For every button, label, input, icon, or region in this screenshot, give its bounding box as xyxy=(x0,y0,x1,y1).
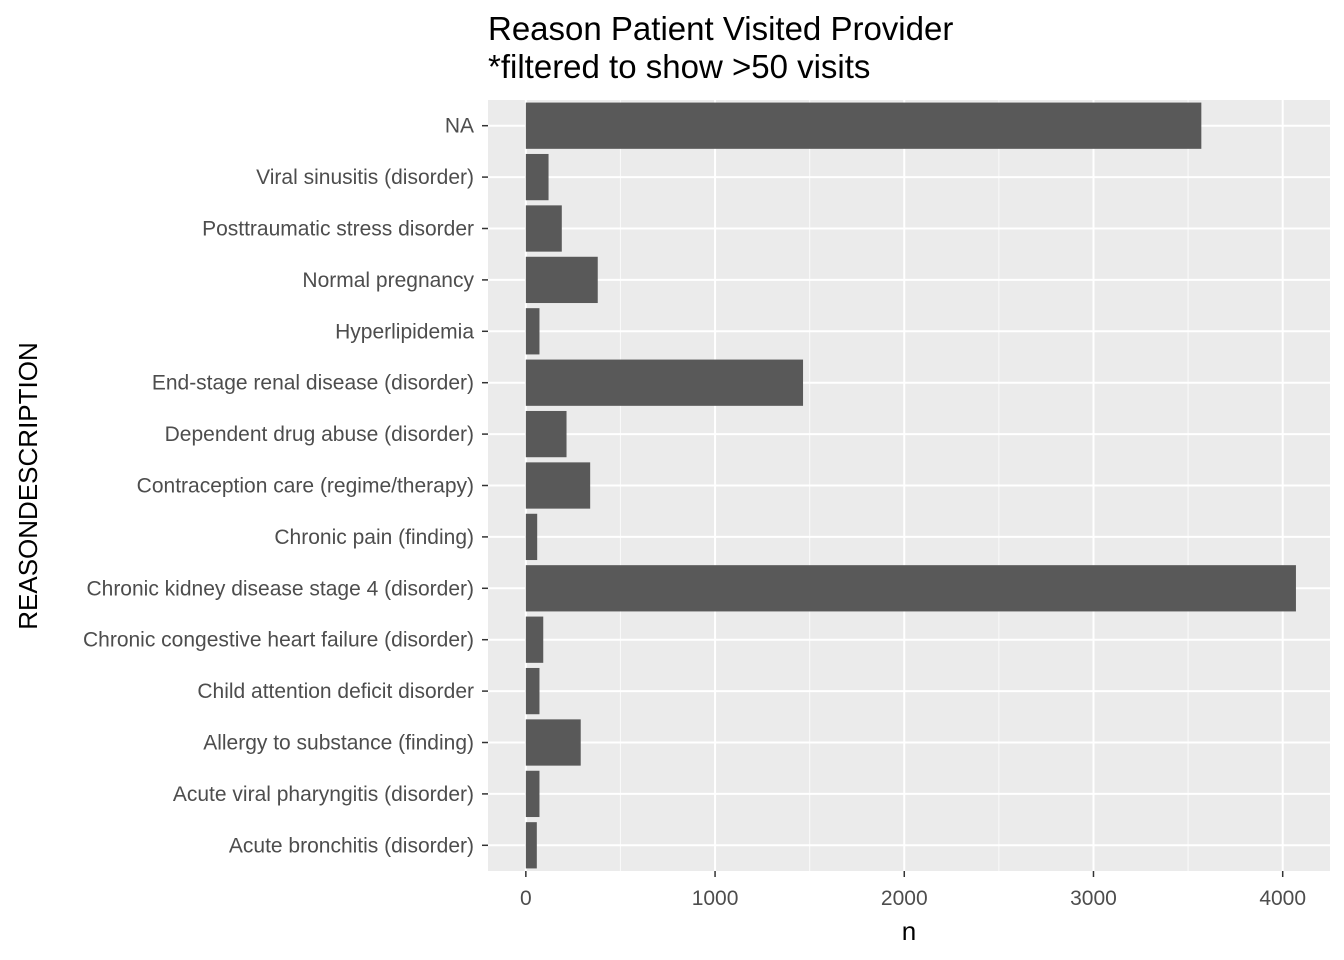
y-tick-label: Normal pregnancy xyxy=(302,269,474,292)
chart-title: Reason Patient Visited Provider xyxy=(488,10,954,47)
y-tick-label: Hyperlipidemia xyxy=(335,320,474,343)
bar xyxy=(525,565,1296,612)
y-axis-ticks: NA Viral sinusitis (disorder) Posttraumati… xyxy=(83,115,488,857)
bar xyxy=(525,205,562,252)
x-axis-ticks: 0 1000 2000 3000 4000 xyxy=(520,871,1306,910)
y-tick-label: Contraception care (regime/therapy) xyxy=(137,475,474,498)
y-tick-label: Acute viral pharyngitis (disorder) xyxy=(173,783,474,806)
bar xyxy=(525,153,549,201)
x-tick-label: 0 xyxy=(520,887,532,910)
bar xyxy=(525,719,581,766)
bar xyxy=(525,770,540,818)
y-tick-label: Chronic pain (finding) xyxy=(274,526,474,549)
y-tick-label: Viral sinusitis (disorder) xyxy=(256,166,474,189)
y-tick-label: Posttraumatic stress disorder xyxy=(202,218,474,241)
bar xyxy=(525,667,540,715)
y-tick-label: Allergy to substance (finding) xyxy=(203,732,474,755)
x-tick-label: 4000 xyxy=(1259,887,1306,910)
bar xyxy=(525,616,544,663)
y-tick-label: End-stage renal disease (disorder) xyxy=(152,372,474,395)
chart-title-block: Reason Patient Visited Provider *filtere… xyxy=(488,10,953,86)
bar xyxy=(525,256,598,304)
x-tick-label: 2000 xyxy=(881,887,928,910)
x-axis-label: n xyxy=(902,916,916,946)
x-tick-label: 3000 xyxy=(1070,887,1117,910)
bar xyxy=(525,462,591,509)
bar xyxy=(525,102,1202,149)
y-tick-label: NA xyxy=(445,115,474,138)
bar xyxy=(525,513,538,561)
bars xyxy=(525,102,1296,869)
chart-subtitle: *filtered to show >50 visits xyxy=(488,48,871,85)
y-tick-label: Chronic congestive heart failure (disord… xyxy=(83,629,474,652)
y-axis-label: REASONDESCRIPTION xyxy=(13,342,43,630)
x-tick-label: 1000 xyxy=(692,887,739,910)
y-tick-label: Dependent drug abuse (disorder) xyxy=(165,423,474,446)
bar xyxy=(525,410,567,458)
y-tick-label: Acute bronchitis (disorder) xyxy=(229,834,474,857)
bar xyxy=(525,308,540,355)
bar xyxy=(525,359,804,406)
bar xyxy=(525,822,537,869)
y-tick-label: Child attention deficit disorder xyxy=(197,680,474,703)
y-tick-label: Chronic kidney disease stage 4 (disorder… xyxy=(86,577,474,600)
